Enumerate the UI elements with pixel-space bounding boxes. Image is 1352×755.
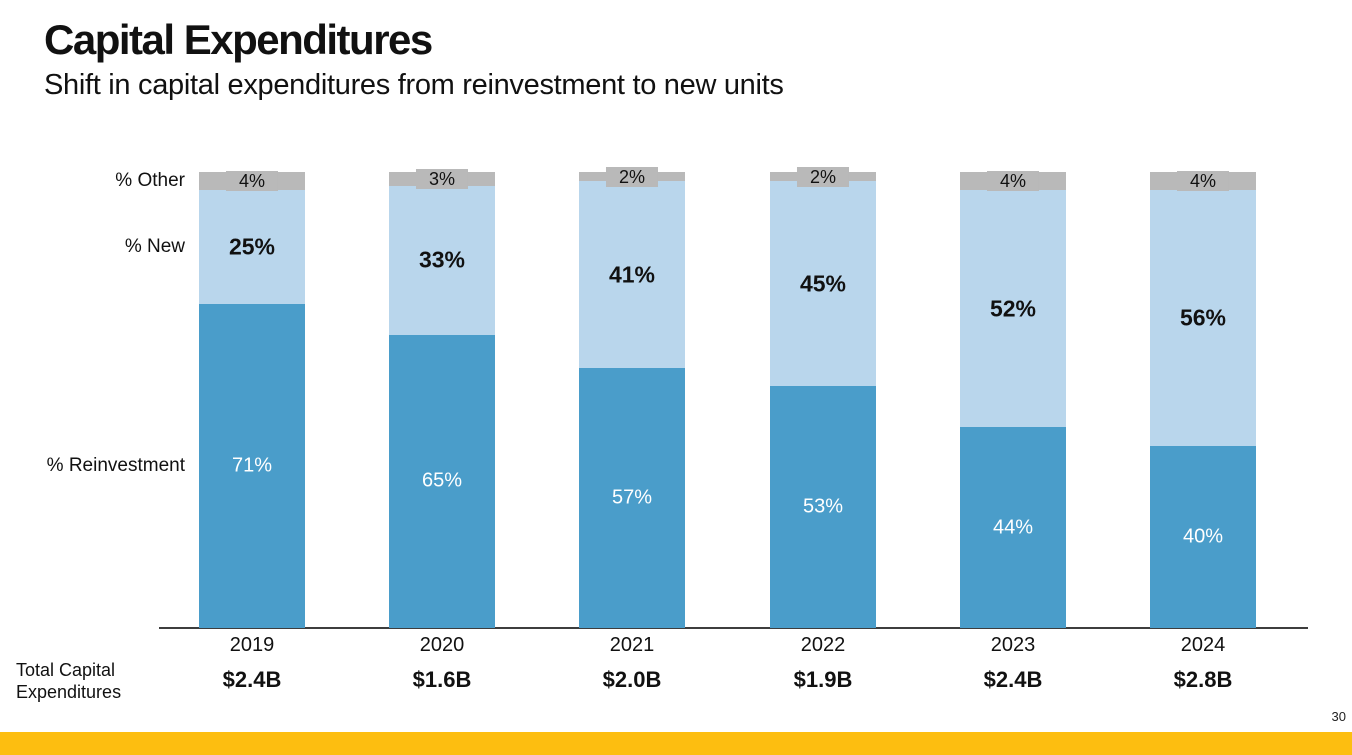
totals-row-label: Total Capital Expenditures	[16, 660, 122, 702]
value-label-other-2021: 2%	[605, 166, 659, 187]
x-axis-line	[159, 627, 1308, 629]
bar-group-2022: 2% 45% 53%	[770, 166, 876, 628]
x-axis-label-2024: 2024	[1180, 634, 1226, 656]
value-label-reinvestment-2023: 44%	[992, 516, 1034, 539]
total-capex-2023: $2.4B	[983, 667, 1043, 692]
value-label-other-2024: 4%	[1176, 171, 1230, 192]
bar-group-2021: 2% 41% 57%	[579, 166, 685, 628]
series-label-other: % Other	[115, 170, 185, 192]
page-number: 30	[1331, 709, 1346, 724]
value-label-reinvestment-2021: 57%	[611, 486, 653, 509]
segment-new-2019	[199, 190, 305, 305]
segment-new-2024	[1150, 190, 1256, 446]
x-axis-label-2019: 2019	[229, 634, 275, 656]
total-capex-2022: $1.9B	[793, 667, 853, 692]
page-subtitle: Shift in capital expenditures from reinv…	[44, 69, 784, 101]
segment-reinvestment-2023	[960, 427, 1066, 628]
segment-new-2021	[579, 181, 685, 369]
value-label-other-2023: 4%	[986, 171, 1040, 192]
value-label-new-2020: 33%	[418, 246, 466, 273]
value-label-new-2023: 52%	[989, 295, 1037, 322]
x-axis-label-2020: 2020	[419, 634, 465, 656]
x-axis-label-2021: 2021	[609, 634, 655, 656]
value-label-new-2022: 45%	[799, 270, 847, 297]
bar-group-2020: 3% 33% 65%	[389, 168, 495, 628]
x-axis-label-2022: 2022	[800, 634, 846, 656]
value-label-reinvestment-2024: 40%	[1182, 525, 1224, 548]
value-label-other-2020: 3%	[415, 168, 469, 189]
segment-new-2020	[389, 185, 495, 335]
value-label-new-2021: 41%	[608, 261, 656, 288]
value-label-other-2022: 2%	[796, 166, 850, 187]
bar-group-2023: 4% 52% 44%	[960, 171, 1066, 628]
page-title: Capital Expenditures	[44, 16, 433, 63]
segment-new-2023	[960, 190, 1066, 428]
segment-new-2022	[770, 181, 876, 387]
value-label-new-2019: 25%	[228, 233, 276, 260]
segment-reinvestment-2020	[389, 334, 495, 628]
total-capex-2020: $1.6B	[412, 667, 472, 692]
series-label-reinvestment: % Reinvestment	[46, 455, 185, 477]
series-label-new: % New	[124, 236, 185, 258]
x-axis-label-2023: 2023	[990, 634, 1036, 656]
value-label-other-2019: 4%	[225, 171, 279, 192]
bar-group-2019: 4% 25% 71%	[199, 171, 305, 628]
segment-reinvestment-2019	[199, 304, 305, 628]
footer-accent-bar	[0, 732, 1352, 755]
total-capex-2021: $2.0B	[602, 667, 662, 692]
segment-reinvestment-2021	[579, 368, 685, 628]
value-label-reinvestment-2020: 65%	[421, 469, 463, 492]
value-label-new-2024: 56%	[1179, 304, 1227, 331]
total-capex-2019: $2.4B	[222, 667, 282, 692]
total-capex-2024: $2.8B	[1173, 667, 1233, 692]
value-label-reinvestment-2022: 53%	[802, 495, 844, 518]
bar-group-2024: 4% 56% 40%	[1150, 171, 1256, 628]
value-label-reinvestment-2019: 71%	[231, 454, 273, 477]
segment-reinvestment-2024	[1150, 445, 1256, 628]
segment-reinvestment-2022	[770, 386, 876, 628]
